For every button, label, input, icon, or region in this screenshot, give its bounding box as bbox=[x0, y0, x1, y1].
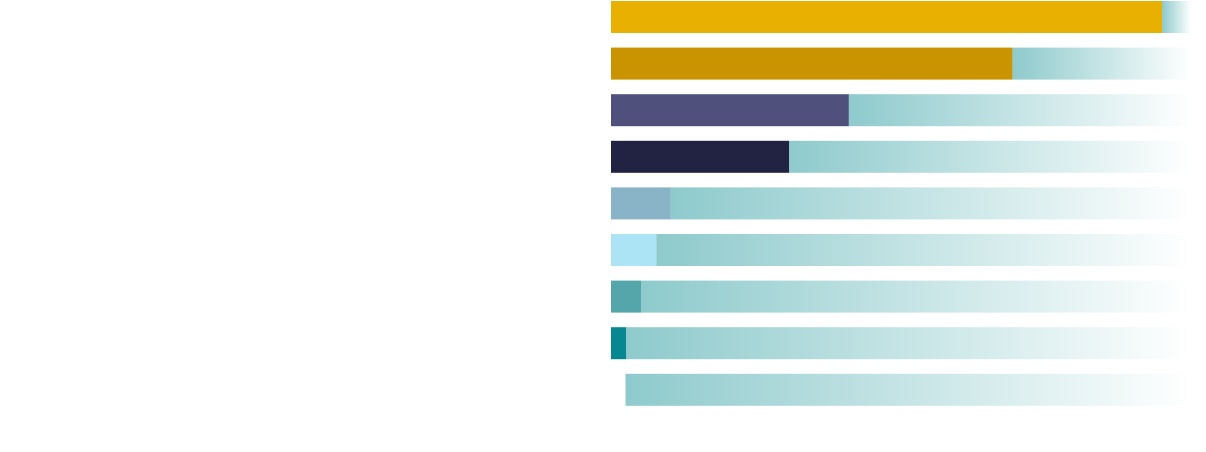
bar-remainder bbox=[789, 140, 1191, 173]
bar-remainder bbox=[1162, 1, 1191, 33]
bar-row-2 bbox=[611, 47, 1191, 80]
bar-remainder bbox=[656, 234, 1191, 266]
bar-value bbox=[611, 47, 1013, 80]
bar-row-5 bbox=[611, 187, 1191, 220]
bar-remainder bbox=[641, 280, 1191, 313]
bar-value bbox=[611, 140, 790, 173]
bar-row-8 bbox=[611, 327, 1191, 360]
bar-row-6 bbox=[611, 234, 1191, 266]
bar-row-7 bbox=[611, 280, 1191, 313]
bar-value bbox=[611, 1, 1162, 33]
bar-row-4 bbox=[611, 140, 1191, 173]
bar-row-1 bbox=[611, 1, 1191, 33]
bar-row-3 bbox=[611, 94, 1191, 127]
bar-remainder bbox=[626, 327, 1191, 360]
bar-value bbox=[611, 327, 627, 360]
bar-remainder bbox=[848, 94, 1191, 127]
bars-layer bbox=[611, 1, 1191, 406]
bar-remainder bbox=[1012, 47, 1191, 80]
bar-value bbox=[611, 187, 671, 220]
bar-remainder bbox=[670, 187, 1191, 220]
bar-row-9 bbox=[611, 373, 1191, 406]
bar-value bbox=[611, 280, 642, 313]
bar-value bbox=[611, 94, 849, 127]
bar-value bbox=[611, 234, 657, 266]
bar-value bbox=[611, 373, 626, 406]
bar-remainder bbox=[625, 373, 1191, 406]
